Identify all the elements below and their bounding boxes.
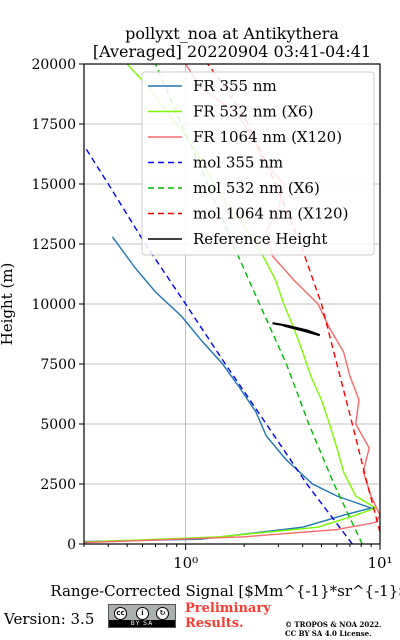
x-axis-label: Range-Corrected Signal [$Mm^{-1}*sr^{-1}…	[50, 582, 400, 600]
y-tick-label: 20000	[31, 57, 76, 73]
y-tick-label: 15000	[31, 177, 76, 193]
chart-area: 0 2500 5000 7500 10000 12500 15000 17500 20000 1…	[0, 24, 400, 600]
y-tick-label: 5000	[40, 417, 76, 433]
series-line-0	[83, 236, 374, 543]
legend-label: Reference Height	[193, 230, 327, 248]
copyright-line1: © TROPOS & NOA 2022.	[285, 620, 382, 629]
y-axis: 0 2500 5000 7500 10000 12500 15000 17500 20000	[31, 57, 84, 553]
cc-license-badge[interactable]: cc i ↻ BY SA	[108, 604, 176, 628]
copyright-line2: CC BY SA 4.0 License.	[285, 629, 372, 638]
preliminary-line1: Preliminary	[185, 601, 271, 616]
legend-label: FR 532 nm (X6)	[193, 103, 313, 121]
legend: FR 355 nm FR 532 nm (X6) FR 1064 nm (X120)…	[141, 71, 375, 256]
cc-badge-text: BY SA	[109, 620, 175, 627]
version-label: Version: 3.5	[4, 610, 95, 628]
y-tick-label: 10000	[31, 297, 76, 313]
x-tick-label: 10⁰	[173, 554, 198, 572]
y-tick-label: 17500	[31, 117, 76, 133]
y-tick-label: 2500	[40, 477, 76, 493]
share-alike-icon: ↻	[156, 607, 169, 620]
chart-title-line1: pollyxt_noa at Antikythera	[125, 24, 339, 43]
copyright-notice: © TROPOS & NOA 2022. CC BY SA 4.0 Licens…	[285, 620, 381, 638]
preliminary-line2: Results.	[185, 616, 244, 631]
series-line-6	[272, 322, 321, 337]
legend-label: mol 355 nm	[193, 154, 283, 172]
legend-box	[141, 71, 375, 256]
preliminary-notice: Preliminary Results.	[185, 601, 271, 631]
y-axis-label: Height (m)	[0, 263, 16, 346]
chart-title-line2: [Averaged] 20220904 03:41-04:41	[93, 42, 371, 61]
x-axis: 10⁰ 10¹	[83, 544, 393, 572]
legend-label: mol 1064 nm (X120)	[193, 205, 348, 223]
legend-label: FR 1064 nm (X120)	[193, 128, 342, 146]
cc-icon: cc	[114, 607, 127, 620]
y-tick-label: 7500	[40, 357, 76, 373]
series-line-3	[83, 145, 353, 545]
y-tick-label: 0	[67, 537, 76, 553]
legend-label: FR 355 nm	[193, 77, 277, 95]
attribution-icon: i	[136, 607, 149, 620]
legend-label: mol 532 nm (X6)	[193, 179, 320, 197]
x-tick-label: 10¹	[367, 554, 392, 572]
y-tick-label: 12500	[31, 237, 76, 253]
